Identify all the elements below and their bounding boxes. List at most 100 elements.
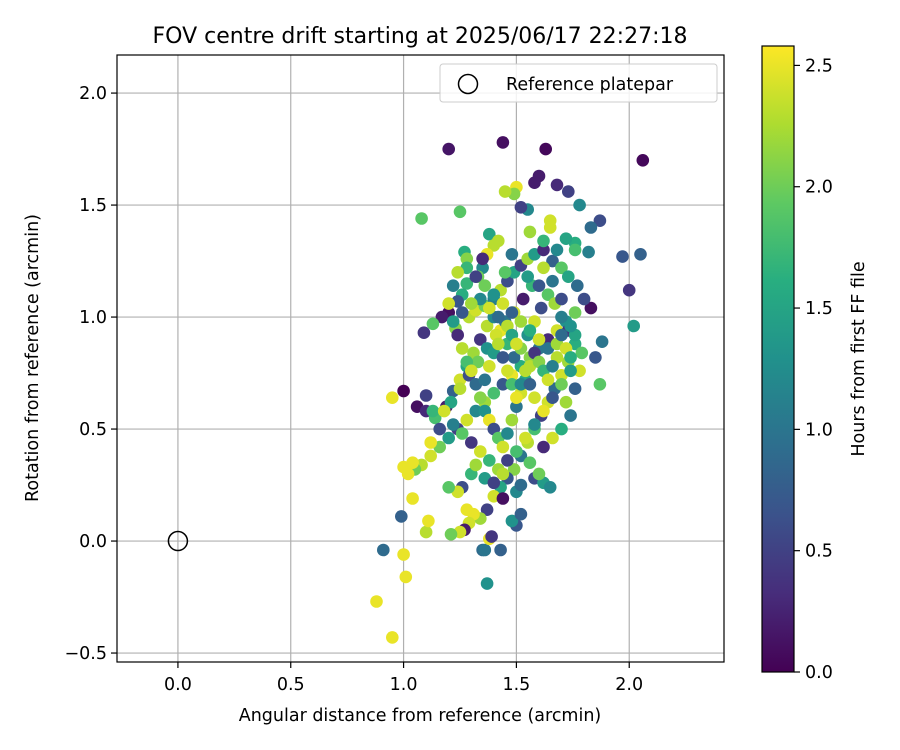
scatter-point: [510, 337, 523, 351]
scatter-point: [636, 154, 650, 167]
scatter-point: [584, 301, 598, 315]
scatter-point: [478, 373, 492, 387]
scatter-point: [386, 391, 399, 405]
scatter-point: [397, 384, 410, 398]
scatter-point: [377, 543, 390, 557]
scatter-point: [543, 481, 557, 494]
colorbar-tick-label: 1.5: [805, 299, 833, 319]
scatter-point: [426, 404, 440, 418]
y-tick-label: 0.5: [79, 420, 107, 440]
scatter-point: [386, 631, 399, 644]
colorbar-ticks: 0.0 0.5 1.0 1.5 2.0 2.5: [794, 56, 833, 683]
scatter-point: [465, 297, 478, 310]
scatter-point: [571, 279, 584, 293]
scatter-point: [474, 445, 487, 458]
scatter-point: [483, 227, 496, 241]
x-tick-label: 0.0: [164, 675, 192, 695]
scatter-point: [532, 333, 546, 346]
scatter-point: [546, 391, 559, 405]
scatter-point: [444, 395, 458, 409]
x-tick-label: 0.5: [277, 675, 305, 695]
scatter-point: [541, 373, 555, 387]
scatter-point: [426, 317, 440, 331]
scatter-point: [537, 261, 550, 275]
scatter-point: [496, 467, 510, 481]
scatter-point: [573, 198, 586, 212]
scatter-point: [534, 301, 548, 315]
scatter-point: [460, 503, 474, 516]
scatter-point: [546, 274, 559, 288]
scatter-point: [528, 391, 541, 405]
scatter-point: [521, 270, 534, 284]
scatter-point: [564, 409, 577, 422]
scatter-point: [555, 261, 568, 275]
legend-box: [439, 63, 718, 103]
scatter-point: [469, 458, 483, 472]
scatter-point: [435, 310, 449, 324]
scatter-point: [559, 232, 573, 245]
scatter-point: [528, 418, 541, 431]
scatter-point: [446, 315, 460, 328]
scatter-point: [496, 492, 510, 505]
scatter-point: [519, 431, 532, 445]
scatter-point: [485, 530, 498, 543]
scatter-point: [537, 234, 550, 248]
scatter-point: [546, 254, 559, 268]
scatter-point: [564, 364, 577, 378]
y-tick-label: 2.0: [79, 84, 107, 104]
scatter-point: [537, 440, 550, 454]
scatter-point: [507, 463, 521, 476]
legend: Reference platepar: [439, 63, 718, 103]
scatter-point: [492, 337, 505, 351]
scatter-point: [514, 378, 528, 391]
scatter-point: [528, 176, 541, 189]
y-tick-label: 1.5: [79, 196, 107, 216]
colorbar-tick-label: 2.5: [805, 56, 833, 76]
scatter-point: [460, 277, 474, 290]
scatter-point: [460, 413, 474, 427]
y-axis-label: Rotation from reference (arcmin): [23, 214, 43, 502]
scatter-point: [424, 436, 438, 449]
scatter-point: [465, 364, 478, 378]
scatter-point: [476, 252, 489, 266]
legend-label: Reference platepar: [506, 75, 674, 95]
scatter-point: [453, 382, 467, 396]
scatter-point: [487, 386, 501, 400]
colorbar-tick-label: 2.0: [805, 178, 833, 198]
scatter-point: [483, 301, 496, 315]
x-tick-label: 1.5: [502, 675, 530, 695]
scatter-point: [575, 346, 589, 360]
scatter-point: [455, 306, 469, 319]
scatter-point: [455, 427, 469, 440]
scatter-point: [480, 577, 494, 590]
scatter-point: [422, 514, 435, 528]
scatter-point: [634, 248, 647, 261]
scatter-point: [478, 543, 492, 557]
scatter-point: [564, 319, 577, 333]
scatter-point: [483, 454, 496, 467]
scatter-point: [523, 456, 537, 470]
scatter-point: [523, 378, 537, 391]
scatter-point: [505, 306, 519, 319]
scatter-point: [492, 234, 505, 248]
scatter-point: [514, 201, 528, 214]
scatter-point: [595, 335, 609, 349]
scatter-point: [584, 221, 598, 234]
scatter-point: [406, 492, 419, 505]
scatter-point: [424, 449, 438, 463]
scatter-point: [573, 364, 586, 378]
scatter-point: [537, 243, 550, 257]
scatter-point: [593, 214, 607, 227]
scatter-point: [559, 395, 573, 409]
x-tick-label: 1.0: [390, 675, 418, 695]
scatter-point: [541, 288, 555, 302]
scatter-point: [498, 185, 512, 198]
scatter-point: [483, 360, 496, 373]
scatter-point: [546, 360, 559, 373]
scatter-point: [496, 351, 510, 364]
scatter-point: [546, 431, 559, 445]
scatter-point: [510, 445, 523, 458]
scatter-point: [395, 510, 408, 523]
scatter-point: [562, 270, 575, 284]
